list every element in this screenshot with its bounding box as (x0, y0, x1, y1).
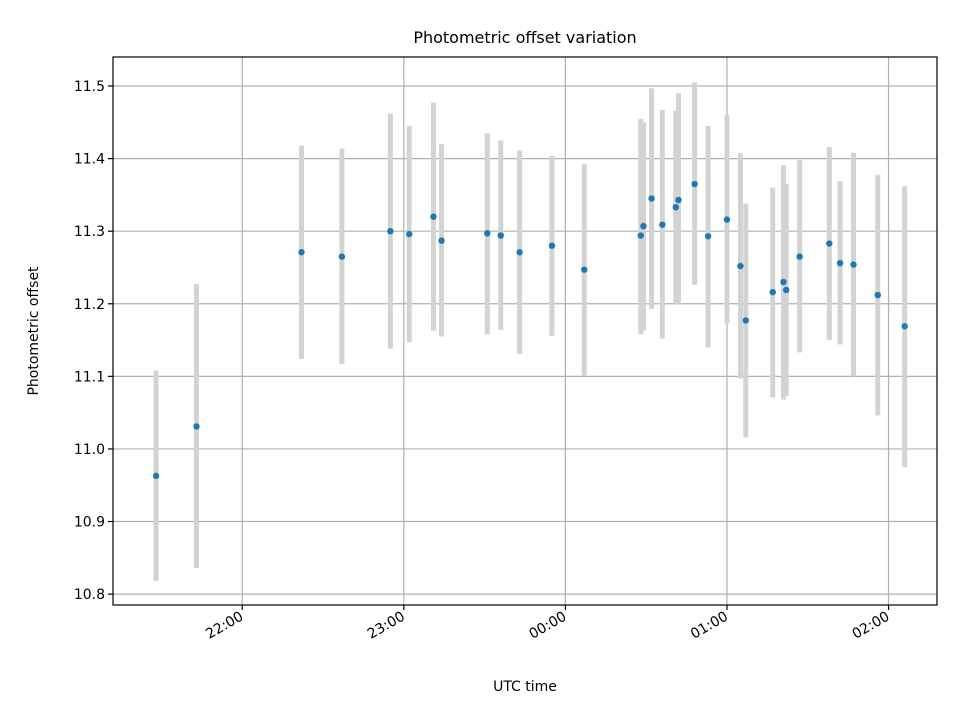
y-tick-label: 11.0 (74, 442, 105, 458)
data-point (874, 291, 881, 299)
data-point (659, 221, 666, 228)
y-axis-label: Photometric offset (26, 266, 42, 396)
x-axis-label: UTC time (493, 679, 557, 695)
data-point (704, 233, 712, 240)
data-point (672, 204, 679, 211)
data-point (430, 213, 437, 220)
data-point (640, 222, 647, 230)
data-point (581, 266, 588, 273)
y-tick-label: 10.8 (74, 587, 105, 603)
y-tick-label: 11.1 (74, 369, 105, 385)
axes-frame (112, 56, 938, 606)
data-point (193, 423, 200, 430)
data-point (152, 472, 160, 480)
data-point (438, 237, 445, 244)
data-point (648, 195, 655, 202)
data-point (723, 216, 731, 223)
data-point (737, 262, 744, 270)
data-point (826, 240, 833, 247)
data-point (497, 232, 504, 239)
data-point (796, 253, 803, 260)
data-point (484, 230, 491, 237)
data-point (691, 180, 698, 188)
data-point (637, 232, 644, 239)
data-point (298, 249, 305, 256)
y-tick-label: 10.9 (74, 515, 105, 531)
data-point (338, 253, 346, 260)
data-point (780, 278, 787, 286)
data-points (152, 180, 908, 480)
y-tick-label: 11.2 (74, 297, 105, 313)
y-tick-label: 11.4 (74, 152, 105, 168)
data-point (769, 288, 776, 296)
y-tick-label: 11.3 (74, 224, 105, 240)
y-tick-label: 11.5 (74, 79, 105, 95)
data-point (901, 323, 908, 330)
chart-title: Photometric offset variation (413, 28, 636, 47)
data-point (516, 249, 523, 256)
data-point (783, 286, 790, 294)
data-point (836, 259, 844, 267)
data-point (675, 196, 682, 204)
data-point (548, 242, 556, 249)
data-point (742, 317, 750, 324)
data-point (850, 261, 857, 268)
data-point (387, 227, 394, 235)
data-point (406, 230, 413, 238)
